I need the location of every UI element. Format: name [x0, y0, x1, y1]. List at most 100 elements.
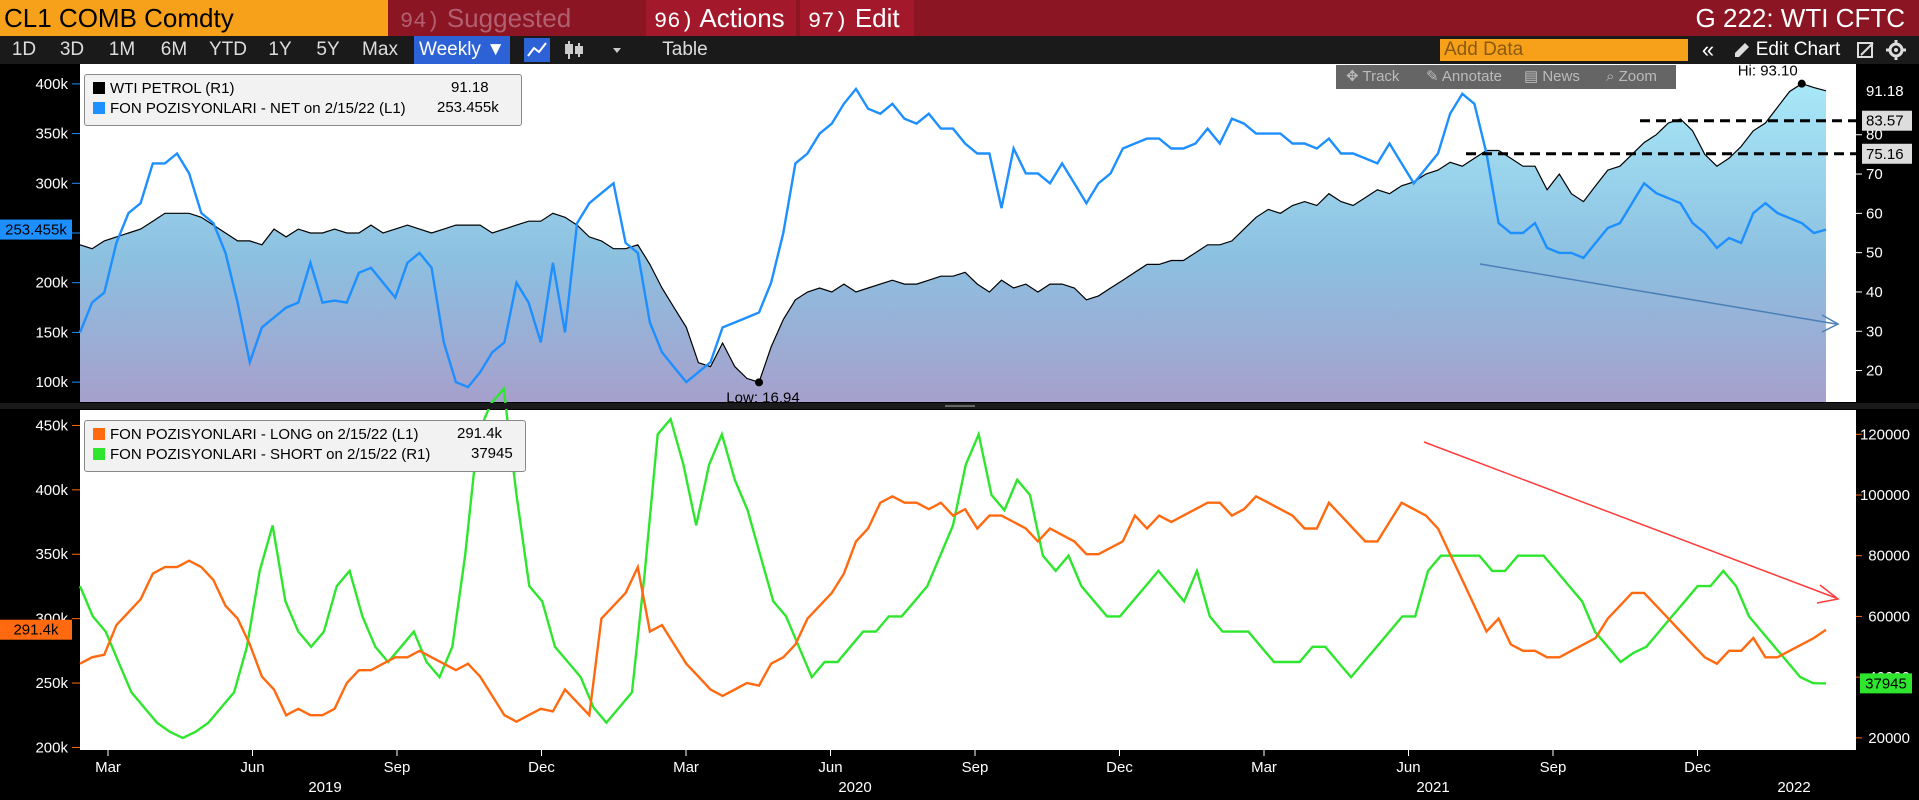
line-chart-icon [527, 42, 547, 57]
bottom-left-axis-tick-label: 200k [35, 739, 68, 756]
right-axis-value-label: 83.57 [1866, 113, 1904, 130]
range-max-button[interactable]: Max [362, 39, 398, 60]
news-tool[interactable]: ▤ News [1524, 68, 1580, 85]
legend-entry-long: FON POZISYONLARI - LONG on 2/15/22 (L1) [93, 425, 418, 445]
x-axis-tick-label: Sep [1540, 759, 1567, 776]
suggested-charts-menu[interactable]: 94) Suggested Charts [392, 0, 638, 73]
left-axis-tick-label: 400k [35, 76, 68, 93]
long-line [79, 494, 1827, 724]
legend-swatch [93, 448, 105, 460]
x-axis-year-label: 2019 [308, 779, 341, 796]
trend-arrowhead-bottom [1816, 584, 1840, 604]
bottom-right-axis-tick-label: 100000 [1860, 487, 1910, 504]
annotate-tool-label: Annotate [1441, 68, 1502, 85]
right-axis-tick-label: 30 [1866, 323, 1883, 340]
right-axis-tick-label: 60 [1866, 205, 1883, 222]
level-value-badge [1862, 143, 1912, 164]
x-axis-tick-label: Jun [1396, 759, 1420, 776]
legend-series-name: FON POZISYONLARI - SHORT on 2/15/22 (R1) [110, 446, 431, 463]
draw-icon[interactable] [1856, 40, 1876, 60]
chevron-down-icon[interactable] [613, 48, 621, 53]
wti-line [79, 83, 1827, 384]
x-axis-year-label: 2021 [1416, 779, 1449, 796]
chart-title: G 222: WTI CFTC [1695, 3, 1905, 33]
right-axis-tick-label: 50 [1866, 245, 1883, 262]
legend-series-name: FON POZISYONLARI - NET on 2/15/22 (L1) [110, 100, 406, 117]
actions-menu[interactable]: 96) Actions ▾ [646, 0, 796, 73]
x-axis-tick-label: Jun [818, 759, 842, 776]
axes: 100k 150k 200k 250k 300k 350k 400k 253.455k 20 30… [0, 76, 1919, 796]
gear-icon[interactable] [1886, 40, 1906, 60]
right-axis-value-label: 91.18 [1866, 83, 1904, 100]
chart-type-icons [524, 38, 621, 62]
x-axis-tick-label: Mar [1251, 759, 1277, 776]
track-tool[interactable]: ✥ Track [1346, 68, 1400, 85]
short-line [78, 385, 1827, 740]
top-panel: Hi: 93.10 Low: 16.94 [78, 64, 1862, 406]
add-data-input[interactable]: Add Data [1440, 39, 1688, 61]
zoom-tool[interactable]: ⌕ Zoom [1606, 68, 1657, 85]
collapse-double-chevron-icon[interactable]: « [1701, 37, 1715, 62]
bottom-left-axis-tick-label: 450k [35, 417, 68, 434]
legend-value-short: 37945 [471, 445, 513, 462]
long-current-value-badge [0, 619, 72, 640]
x-axis-tick-label: Mar [673, 759, 699, 776]
range-1m-button[interactable]: 1M [108, 39, 136, 60]
range-6m-button[interactable]: 6M [160, 39, 188, 60]
edit-chart-button[interactable]: Edit Chart [1755, 39, 1841, 60]
bottom-panel [78, 385, 1840, 740]
edit-menu[interactable]: 97) Edit ▾ [800, 0, 914, 73]
x-axis-tick-label: Sep [962, 759, 989, 776]
annotate-tool[interactable]: ✎ Annotate [1426, 68, 1502, 85]
right-axis-tick-label: 70 [1866, 166, 1883, 183]
bottom-legend[interactable]: FON POZISYONLARI - LONG on 2/15/22 (L1) … [84, 420, 526, 472]
range-5y-button[interactable]: 5Y [316, 39, 340, 60]
range-ytd-button[interactable]: YTD [209, 39, 247, 60]
bottom-left-axis-tick-label: 400k [35, 482, 68, 499]
bottom-left-axis-tick-label: 250k [35, 675, 68, 692]
left-axis-tick-label: 100k [35, 374, 68, 391]
right-axis-tick-label: 20 [1866, 363, 1883, 380]
low-label: Low: 16.94 [726, 389, 799, 406]
menu-number: 94) [400, 9, 440, 34]
left-axis-tick-label: 150k [35, 324, 68, 341]
left-axis-tick-label: 300k [35, 175, 68, 192]
right-axis-value-label: 75.16 [1866, 146, 1904, 163]
legend-value-long: 291.4k [457, 425, 503, 442]
level-value-badge [1862, 110, 1912, 131]
track-tools-strip [1336, 65, 1676, 89]
trend-arrow-bottom [1423, 441, 1837, 599]
right-axis-tick-label: 40 [1866, 284, 1883, 301]
legend-swatch [93, 102, 105, 114]
x-axis-tick-label: Dec [1684, 759, 1711, 776]
track-tool-label: Track [1362, 68, 1400, 85]
range-3d-button[interactable]: 3D [59, 39, 85, 60]
legend-entry-wti: WTI PETROL (R1) [93, 79, 234, 99]
short-current-value-badge [1860, 673, 1912, 694]
menu-number: 97) [808, 9, 848, 34]
wti-area [80, 83, 1826, 402]
high-marker [1797, 79, 1806, 88]
ticker-field[interactable]: CL1 COMB Comdty [0, 0, 388, 36]
zoom-tool-label: Zoom [1618, 68, 1657, 85]
x-axis-tick-label: Dec [528, 759, 555, 776]
x-axis-tick-label: Dec [1106, 759, 1133, 776]
net-current-value-label: 253.455k [5, 222, 67, 239]
short-current-value-label: 37945 [1865, 675, 1907, 692]
candlestick-chart-icon[interactable] [565, 41, 583, 59]
low-marker [755, 378, 763, 387]
legend-value-net: 253.455k [437, 99, 499, 116]
range-1d-button[interactable]: 1D [11, 39, 37, 60]
legend-series-name: FON POZISYONLARI - LONG on 2/15/22 (L1) [110, 426, 419, 443]
range-1y-button[interactable]: 1Y [268, 39, 292, 60]
menu-number: 96) [654, 9, 694, 34]
top-legend[interactable]: WTI PETROL (R1) 91.18 FON POZISYONLARI -… [84, 74, 522, 126]
bottom-right-axis-tick-label: 80000 [1868, 548, 1910, 565]
pencil-icon [1735, 43, 1749, 57]
table-button[interactable]: Table [662, 39, 708, 60]
legend-entry-short: FON POZISYONLARI - SHORT on 2/15/22 (R1) [93, 445, 430, 465]
bottom-right-axis-tick-label: 60000 [1868, 608, 1910, 625]
left-axis-tick-label: 200k [35, 275, 68, 292]
frequency-dropdown[interactable]: Weekly ▼ [414, 36, 510, 64]
chart-area[interactable]: Hi: 93.10 Low: 16.94 100k 150k 200k 250k 300k… [0, 64, 1919, 800]
